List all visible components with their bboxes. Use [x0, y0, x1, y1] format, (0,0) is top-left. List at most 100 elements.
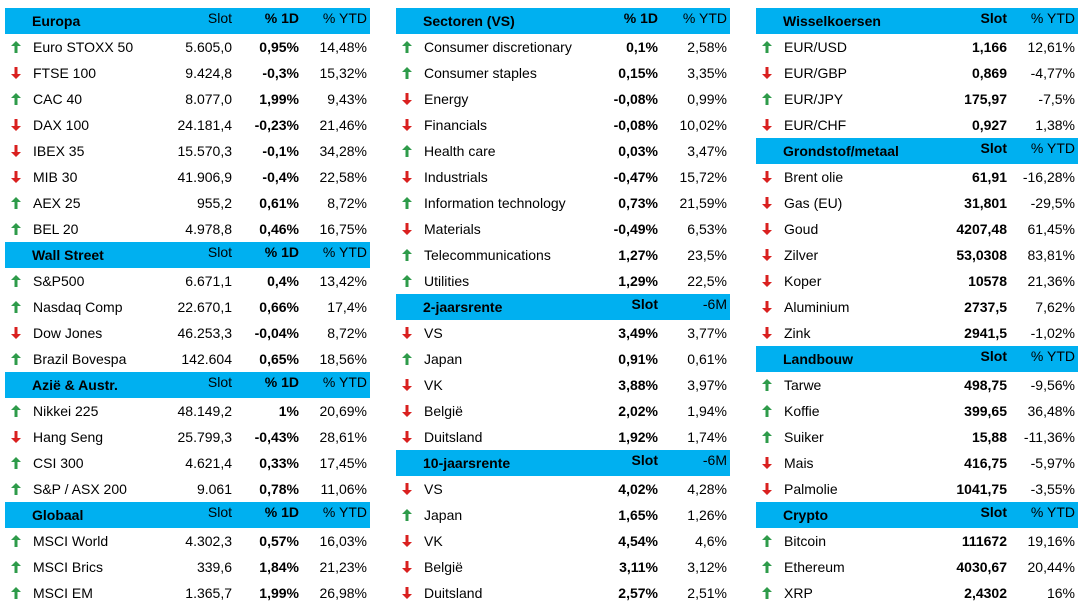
row-value: 14,48%	[319, 39, 367, 55]
column-header: % YTD	[322, 244, 367, 260]
row-value: 4,02%	[618, 481, 658, 497]
row-value: 0,57%	[259, 533, 299, 549]
row-value: 6,53%	[687, 221, 727, 237]
row-name: Gas (EU)	[784, 195, 843, 211]
row-name: VS	[424, 481, 443, 497]
row-name: Consumer discretionary	[424, 39, 572, 55]
row-value: 8,72%	[327, 195, 367, 211]
row-value: -7,5%	[1038, 91, 1075, 107]
trend-arrow	[11, 145, 21, 157]
section-header	[5, 8, 370, 34]
row-value: 4.978,8	[185, 221, 232, 237]
row-value: 6.671,1	[185, 273, 232, 289]
row-name: Goud	[784, 221, 819, 237]
row-name: VK	[424, 533, 443, 549]
row-value: -0,23%	[254, 117, 299, 133]
trend-arrow	[762, 67, 772, 79]
trend-arrow	[762, 483, 772, 495]
row-name: Palmolie	[784, 481, 838, 497]
row-value: 61,45%	[1027, 221, 1075, 237]
row-value: 2,4302	[964, 585, 1007, 601]
row-value: 1,94%	[687, 403, 727, 419]
row-value: -1,02%	[1030, 325, 1075, 341]
row-name: BEL 20	[33, 221, 79, 237]
row-name: Zilver	[784, 247, 819, 263]
trend-arrow	[762, 379, 772, 391]
row-value: 15,72%	[679, 169, 727, 185]
row-value: 15,32%	[319, 65, 367, 81]
row-name: MSCI EM	[33, 585, 93, 601]
row-value: 0,73%	[618, 195, 658, 211]
row-value: 111672	[961, 533, 1007, 549]
row-value: 4,28%	[687, 481, 727, 497]
trend-arrow	[402, 197, 412, 209]
section-title: Sectoren (VS)	[423, 13, 515, 29]
section-title: 2-jaarsrente	[423, 299, 503, 315]
row-name: Materials	[424, 221, 481, 237]
row-value: 0,1%	[626, 39, 658, 55]
row-value: -0,43%	[254, 429, 299, 445]
row-value: 0,03%	[618, 143, 658, 159]
section-title: 10-jaarsrente	[423, 455, 511, 471]
row-value: 0,15%	[618, 65, 658, 81]
trend-arrow	[762, 561, 772, 573]
section-header	[5, 242, 370, 268]
row-value: 10,02%	[679, 117, 727, 133]
section-header	[396, 450, 730, 476]
trend-arrow	[402, 249, 412, 261]
row-name: Koffie	[784, 403, 820, 419]
row-value: -11,36%	[1023, 429, 1075, 445]
section-title: Globaal	[32, 507, 84, 523]
row-name: Zink	[784, 325, 811, 341]
row-name: Japan	[424, 507, 463, 523]
column-header: Slot	[980, 10, 1007, 26]
section-header	[756, 138, 1078, 164]
section-title: Landbouw	[783, 351, 853, 367]
row-name: Hang Seng	[33, 429, 104, 445]
trend-arrow	[762, 587, 772, 599]
row-value: 23,5%	[687, 247, 727, 263]
column-header: Slot	[207, 10, 232, 26]
trend-arrow	[11, 275, 21, 287]
row-value: 18,56%	[319, 351, 367, 367]
column-header: % 1D	[623, 10, 658, 26]
row-value: 1,29%	[618, 273, 658, 289]
section-header	[756, 8, 1078, 34]
row-value: 1,26%	[687, 507, 727, 523]
row-value: 3,47%	[687, 143, 727, 159]
row-name: Ethereum	[784, 559, 845, 575]
trend-arrow	[402, 405, 412, 417]
trend-arrow	[11, 405, 21, 417]
trend-arrow	[762, 249, 772, 261]
trend-arrow	[11, 431, 21, 443]
row-value: 7,62%	[1035, 299, 1075, 315]
row-value: 0,61%	[259, 195, 299, 211]
row-value: 34,28%	[319, 143, 367, 159]
row-value: 498,75	[964, 377, 1007, 393]
row-name: CAC 40	[33, 91, 83, 107]
row-value: 9.061	[196, 481, 232, 497]
row-value: 22,5%	[687, 273, 727, 289]
trend-arrow	[402, 171, 412, 183]
row-value: 1%	[278, 403, 299, 419]
row-value: 3,49%	[618, 325, 658, 341]
row-value: 0,95%	[259, 39, 299, 55]
row-name: Euro STOXX 50	[33, 39, 134, 55]
trend-arrow	[402, 119, 412, 131]
row-value: 4030,67	[956, 559, 1007, 575]
row-name: IBEX 35	[33, 143, 85, 159]
column-header: % 1D	[264, 244, 299, 260]
row-name: CSI 300	[33, 455, 84, 471]
row-value: 20,69%	[319, 403, 367, 419]
column-header: Slot	[207, 374, 232, 390]
row-value: 2,58%	[687, 39, 727, 55]
trend-arrow	[402, 353, 412, 365]
row-value: 1,166	[971, 39, 1007, 55]
row-value: 0,4%	[267, 273, 299, 289]
section-header	[5, 372, 370, 398]
trend-arrow	[762, 197, 772, 209]
row-value: 9.424,8	[185, 65, 232, 81]
row-value: 22,58%	[319, 169, 367, 185]
trend-arrow	[762, 405, 772, 417]
trend-arrow	[402, 145, 412, 157]
